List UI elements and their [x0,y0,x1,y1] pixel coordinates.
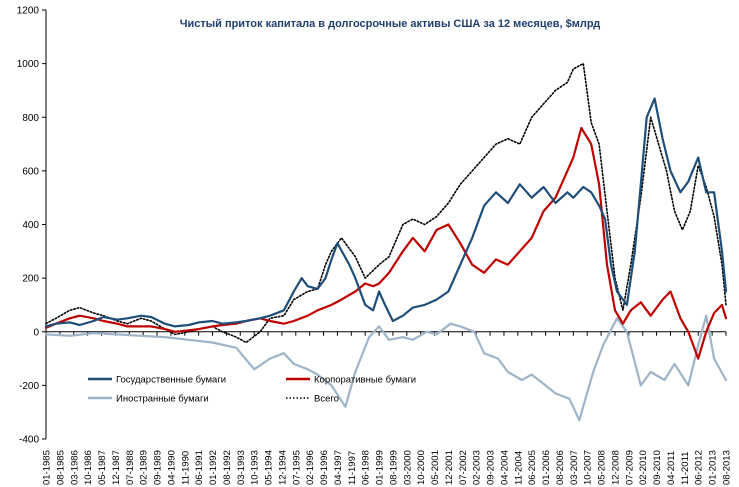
legend-label: Всего [314,394,339,405]
x-tick-label: 12-1987 [111,450,122,485]
y-ticks: -400 -200 0 200 400 600 800 1000 1200 [17,6,46,446]
x-tick-label: 09-2003 [486,450,497,485]
series-line-3 [45,62,727,344]
x-tick-label: 07-2002 [458,450,469,485]
series-line-0 [44,97,728,328]
x-tick-label: 05-1987 [97,450,108,485]
x-tick-label: 09-2010 [652,450,663,485]
x-tick-label: 03-2000 [402,450,413,485]
x-tick-label: 07-2009 [624,450,635,485]
x-tick-label: 02-2010 [638,450,649,485]
x-tick-label: 12-2008 [610,450,621,485]
x-ticks: 01-1985 08-1985 03-1986 10-1986 05-1987 12-19… [42,331,733,485]
x-tick-label: 10-2000 [416,450,427,485]
x-tick-label: 02-2003 [472,450,483,485]
x-tick-label: 10-2007 [583,450,594,485]
y-tick-label: 1000 [17,59,40,70]
x-tick-label: 08-1985 [55,450,66,485]
x-tick-label: 03-1993 [236,450,247,485]
x-tick-label: 09-1989 [153,450,164,485]
y-tick-label: 0 [33,327,39,338]
x-tick-label: 02-1989 [139,450,150,485]
y-tick-label: 200 [22,274,39,285]
y-tick-label: 600 [22,166,39,177]
x-tick-label: 06-2005 [527,450,538,485]
legend-label: Государственные бумаги [116,375,226,386]
x-tick-label: 11-2011 [680,452,691,485]
x-tick-label: 08-1992 [222,450,233,485]
series-lines [44,62,728,422]
series-line-2 [44,314,728,422]
x-tick-label: 05-2008 [597,450,608,485]
legend-label: Иностранные бумаги [116,394,209,405]
x-tick-label: 06-1998 [361,450,372,485]
x-tick-label: 04-2004 [499,450,510,485]
x-tick-label: 03-2007 [569,450,580,485]
y-tick-label: 1200 [17,6,40,17]
x-tick-label: 01-1999 [375,450,386,485]
y-tick-label: -200 [19,381,39,392]
x-tick-label: 08-2013 [722,450,733,485]
x-tick-label: 12-2001 [444,450,455,485]
y-tick-label: 400 [22,220,39,231]
x-tick-label: 05-2001 [430,450,441,485]
x-tick-label: 11-1997 [347,451,358,485]
legend-label: Корпоративные бумаги [314,375,416,386]
x-tick-label: 05-1994 [264,450,275,485]
x-tick-label: 04-2011 [666,451,677,485]
x-tick-label: 04-1997 [333,450,344,485]
x-tick-label: 02-1996 [305,450,316,485]
x-tick-label: 06-2012 [694,450,705,485]
x-tick-label: 11-1990 [180,451,191,485]
x-tick-label: 11-2004 [513,451,524,485]
x-tick-label: 06-1991 [194,450,205,485]
x-tick-label: 04-1990 [166,450,177,485]
chart-title: Чистый приток капитала в долгосрочные ак… [180,18,601,30]
y-tick-label: 800 [22,113,39,124]
x-tick-label: 12-1994 [277,450,288,485]
series-line-1 [44,126,728,360]
x-tick-label: 09-1996 [319,450,330,485]
x-tick-label: 01-1992 [208,450,219,485]
x-tick-label: 10-1993 [250,450,261,485]
y-tick-label: -400 [19,435,39,446]
x-tick-label: 07-1995 [291,450,302,485]
x-tick-label: 01-2006 [541,450,552,485]
legend: Государственные бумаги Корпоративные бума… [88,375,416,405]
x-tick-label: 10-1986 [83,450,94,485]
x-tick-label: 01-2013 [708,450,719,485]
x-tick-label: 08-2006 [555,450,566,485]
x-tick-label: 07-1988 [125,450,136,485]
x-tick-label: 01-1985 [42,450,53,485]
x-tick-label: 08-1999 [388,450,399,485]
x-tick-label: 03-1986 [69,450,80,485]
